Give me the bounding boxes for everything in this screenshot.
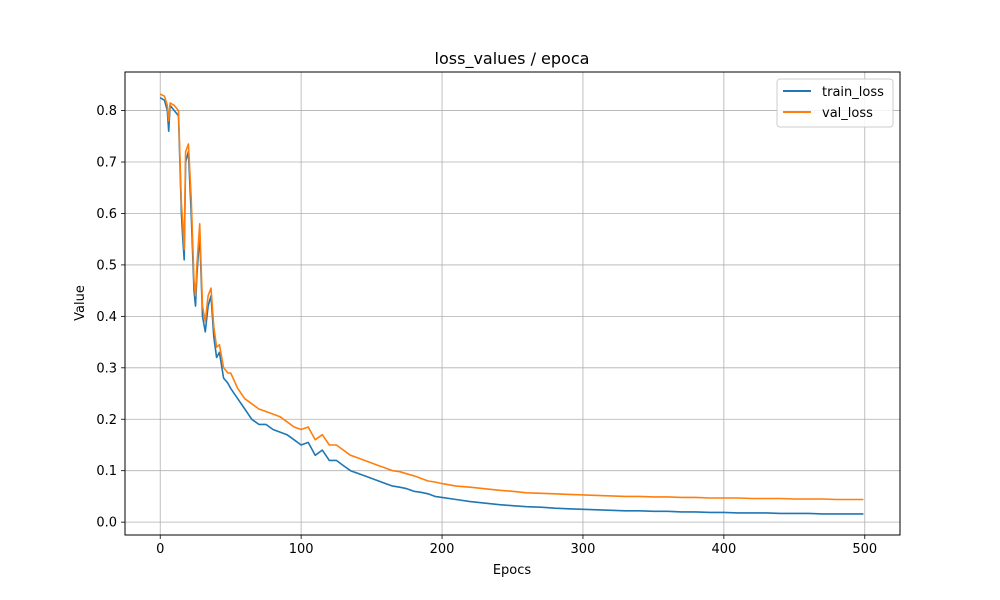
legend: train_loss val_loss <box>776 78 894 128</box>
x-tick-label: 500 <box>852 542 877 557</box>
x-tick-label: 100 <box>289 542 314 557</box>
legend-label-train-loss: train_loss <box>822 85 884 100</box>
plot-frame <box>124 71 901 536</box>
series-line-val-loss <box>159 93 864 501</box>
legend-label-val-loss: val_loss <box>822 106 873 121</box>
y-tick-label: 0.6 <box>96 207 117 222</box>
y-tick-label: 0.0 <box>96 516 117 531</box>
y-tick-label: 0.4 <box>96 310 117 325</box>
y-tick-label: 0.7 <box>96 156 117 171</box>
y-axis-title: Value <box>73 285 88 321</box>
grid <box>125 72 900 535</box>
x-tick-label: 0 <box>156 542 164 557</box>
x-tick-label: 300 <box>571 542 596 557</box>
x-axis-title: Epocs <box>493 563 532 578</box>
y-axis-ticks: 0.0 0.1 0.2 0.3 0.4 0.5 0.6 0.7 0.8 <box>96 104 125 531</box>
y-tick-label: 0.3 <box>96 361 117 376</box>
y-tick-label: 0.8 <box>96 104 117 119</box>
series-layer <box>159 93 864 515</box>
y-tick-label: 0.5 <box>96 258 117 273</box>
y-tick-label: 0.1 <box>96 464 117 479</box>
chart-title: loss_values / epoca <box>435 49 590 69</box>
x-tick-label: 400 <box>711 542 736 557</box>
x-tick-label: 200 <box>430 542 455 557</box>
y-tick-label: 0.2 <box>96 413 117 428</box>
x-axis-ticks: 0 100 200 300 400 500 <box>156 535 877 557</box>
